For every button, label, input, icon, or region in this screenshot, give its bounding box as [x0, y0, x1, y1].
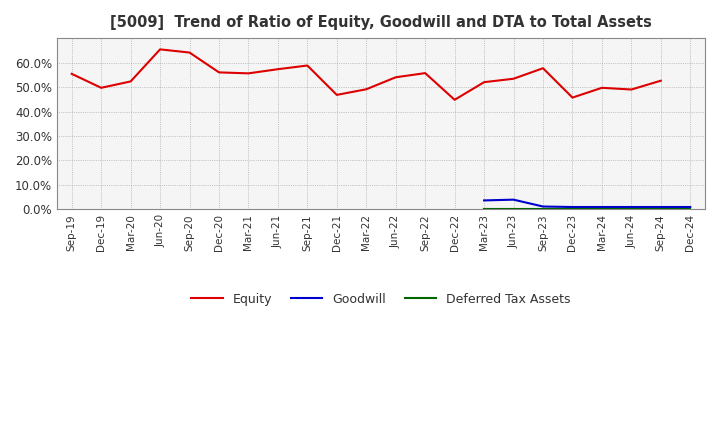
Equity	[244, 71, 253, 76]
Deferred Tax Assets	[568, 206, 577, 212]
Line: Goodwill: Goodwill	[484, 200, 690, 207]
Equity	[627, 87, 636, 92]
Goodwill	[627, 204, 636, 209]
Equity	[568, 95, 577, 100]
Equity	[274, 66, 282, 72]
Goodwill	[598, 204, 606, 209]
Equity	[126, 79, 135, 84]
Goodwill	[657, 204, 665, 209]
Deferred Tax Assets	[539, 206, 547, 212]
Goodwill	[686, 204, 695, 209]
Equity	[362, 87, 371, 92]
Equity	[185, 50, 194, 55]
Deferred Tax Assets	[657, 206, 665, 212]
Deferred Tax Assets	[480, 206, 488, 212]
Equity	[450, 97, 459, 103]
Title: [5009]  Trend of Ratio of Equity, Goodwill and DTA to Total Assets: [5009] Trend of Ratio of Equity, Goodwil…	[110, 15, 652, 30]
Equity	[598, 85, 606, 91]
Goodwill	[568, 204, 577, 209]
Equity	[156, 47, 164, 52]
Equity	[509, 76, 518, 81]
Equity	[392, 75, 400, 80]
Goodwill	[480, 198, 488, 203]
Deferred Tax Assets	[598, 206, 606, 212]
Equity	[539, 66, 547, 71]
Goodwill	[509, 197, 518, 202]
Legend: Equity, Goodwill, Deferred Tax Assets: Equity, Goodwill, Deferred Tax Assets	[186, 288, 575, 311]
Deferred Tax Assets	[627, 206, 636, 212]
Equity	[657, 78, 665, 83]
Equity	[97, 85, 106, 91]
Equity	[333, 92, 341, 98]
Equity	[303, 63, 312, 68]
Line: Equity: Equity	[72, 49, 661, 100]
Deferred Tax Assets	[509, 206, 518, 212]
Equity	[421, 70, 430, 76]
Equity	[68, 71, 76, 77]
Equity	[215, 70, 223, 75]
Goodwill	[539, 204, 547, 209]
Deferred Tax Assets	[686, 206, 695, 212]
Equity	[480, 80, 488, 85]
